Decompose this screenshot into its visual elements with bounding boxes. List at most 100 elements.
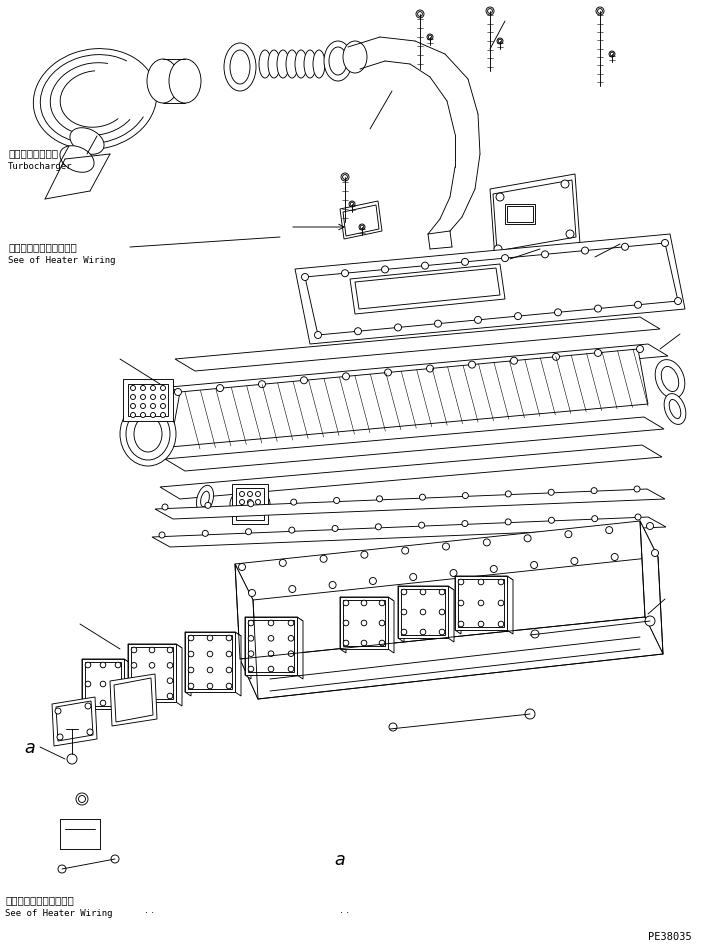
Polygon shape bbox=[355, 269, 500, 310]
Bar bbox=[232, 484, 268, 525]
Text: . .: . . bbox=[340, 904, 349, 914]
Polygon shape bbox=[448, 586, 454, 642]
Bar bbox=[340, 598, 388, 649]
Circle shape bbox=[674, 298, 681, 305]
Circle shape bbox=[268, 620, 274, 626]
Text: ヒータワイヤリング参照: ヒータワイヤリング参照 bbox=[5, 894, 74, 904]
Circle shape bbox=[428, 36, 432, 40]
Circle shape bbox=[531, 631, 539, 638]
Circle shape bbox=[131, 648, 137, 653]
Circle shape bbox=[100, 700, 106, 706]
Circle shape bbox=[162, 504, 168, 511]
Circle shape bbox=[610, 53, 614, 57]
Circle shape bbox=[226, 635, 232, 641]
Bar bbox=[131, 648, 173, 700]
Circle shape bbox=[494, 245, 502, 254]
Circle shape bbox=[420, 610, 426, 615]
Circle shape bbox=[401, 630, 407, 635]
Circle shape bbox=[611, 554, 618, 561]
Circle shape bbox=[435, 321, 442, 328]
Polygon shape bbox=[350, 264, 505, 314]
Polygon shape bbox=[340, 202, 382, 240]
Circle shape bbox=[240, 500, 245, 505]
Circle shape bbox=[637, 346, 644, 353]
Circle shape bbox=[207, 683, 213, 689]
Polygon shape bbox=[114, 679, 153, 722]
Circle shape bbox=[288, 620, 294, 626]
Polygon shape bbox=[507, 577, 513, 634]
Circle shape bbox=[161, 396, 165, 400]
Circle shape bbox=[475, 317, 482, 324]
Circle shape bbox=[635, 514, 641, 520]
Polygon shape bbox=[235, 565, 258, 700]
Circle shape bbox=[248, 636, 254, 642]
Circle shape bbox=[301, 274, 308, 281]
Circle shape bbox=[240, 508, 245, 513]
Ellipse shape bbox=[324, 42, 352, 82]
Ellipse shape bbox=[200, 492, 210, 507]
Polygon shape bbox=[490, 175, 580, 260]
Polygon shape bbox=[128, 645, 134, 706]
Circle shape bbox=[341, 174, 349, 182]
Circle shape bbox=[421, 262, 428, 270]
Circle shape bbox=[343, 176, 348, 180]
Ellipse shape bbox=[196, 486, 214, 514]
Bar bbox=[343, 600, 385, 647]
Circle shape bbox=[301, 378, 308, 384]
Polygon shape bbox=[235, 632, 241, 697]
Polygon shape bbox=[455, 577, 513, 581]
Circle shape bbox=[571, 558, 578, 565]
Circle shape bbox=[149, 694, 155, 700]
Circle shape bbox=[151, 386, 156, 391]
Circle shape bbox=[381, 266, 388, 274]
Polygon shape bbox=[640, 521, 663, 654]
Circle shape bbox=[168, 694, 173, 700]
Circle shape bbox=[320, 556, 327, 563]
Ellipse shape bbox=[277, 51, 289, 79]
Circle shape bbox=[240, 492, 245, 497]
Polygon shape bbox=[152, 517, 666, 548]
Circle shape bbox=[634, 486, 640, 493]
Circle shape bbox=[130, 396, 135, 400]
Circle shape bbox=[168, 648, 173, 653]
Circle shape bbox=[79, 796, 86, 802]
Circle shape bbox=[591, 488, 597, 494]
Circle shape bbox=[248, 620, 254, 626]
Circle shape bbox=[259, 381, 266, 388]
Ellipse shape bbox=[286, 51, 298, 79]
Circle shape bbox=[645, 616, 655, 626]
Circle shape bbox=[350, 203, 354, 207]
Circle shape bbox=[248, 651, 254, 657]
Polygon shape bbox=[185, 632, 241, 636]
Circle shape bbox=[554, 310, 562, 316]
Circle shape bbox=[496, 194, 504, 202]
Circle shape bbox=[401, 610, 407, 615]
Circle shape bbox=[505, 519, 511, 526]
Circle shape bbox=[268, 636, 274, 642]
Circle shape bbox=[361, 600, 367, 606]
Circle shape bbox=[140, 404, 146, 409]
Circle shape bbox=[151, 404, 156, 409]
Circle shape bbox=[498, 621, 504, 627]
Circle shape bbox=[100, 663, 106, 668]
Circle shape bbox=[419, 495, 426, 500]
Circle shape bbox=[343, 374, 350, 380]
Circle shape bbox=[255, 500, 261, 505]
Ellipse shape bbox=[60, 146, 94, 173]
Text: PE38035: PE38035 bbox=[648, 931, 692, 941]
Circle shape bbox=[226, 683, 232, 689]
Polygon shape bbox=[56, 701, 93, 741]
Circle shape bbox=[161, 386, 165, 391]
Circle shape bbox=[168, 678, 173, 683]
Circle shape bbox=[646, 523, 653, 530]
Circle shape bbox=[561, 181, 569, 189]
Polygon shape bbox=[343, 206, 379, 237]
Ellipse shape bbox=[268, 51, 280, 79]
Circle shape bbox=[375, 524, 381, 531]
Ellipse shape bbox=[120, 402, 176, 466]
Text: ターボチャージャ: ターボチャージャ bbox=[8, 148, 58, 158]
Circle shape bbox=[420, 630, 426, 635]
Circle shape bbox=[498, 580, 504, 585]
Text: ヒータワイヤリング参照: ヒータワイヤリング参照 bbox=[8, 242, 76, 252]
Circle shape bbox=[203, 531, 208, 537]
